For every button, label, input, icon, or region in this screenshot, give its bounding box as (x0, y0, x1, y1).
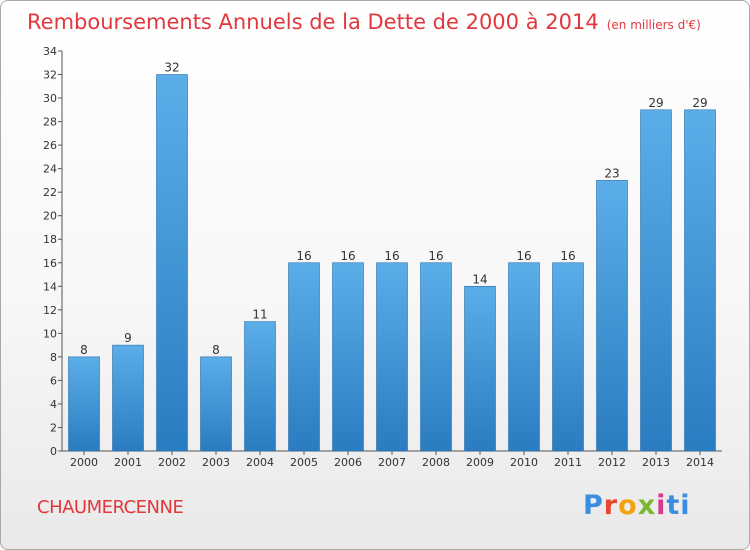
bar (156, 74, 188, 452)
x-tick-label: 2013 (642, 456, 670, 469)
x-tick-label: 2008 (422, 456, 450, 469)
bar (376, 262, 408, 452)
bar-value-label: 8 (80, 343, 88, 357)
bar-value-label: 16 (428, 249, 443, 263)
bar (464, 285, 496, 452)
y-tick-label: 18 (43, 233, 57, 246)
chart-title-unit: (en milliers d'€) (606, 18, 701, 32)
y-tick-label: 12 (43, 304, 57, 317)
bar (200, 356, 232, 452)
x-tick-label: 2006 (334, 456, 362, 469)
bar (596, 180, 628, 452)
bar (684, 109, 716, 452)
bar (552, 262, 584, 452)
bar (640, 109, 672, 452)
y-tick-label: 32 (43, 69, 57, 82)
bar-value-label: 16 (296, 249, 311, 263)
x-tick-label: 2003 (202, 456, 230, 469)
y-tick-label: 26 (43, 139, 57, 152)
bar-value-label: 16 (560, 249, 575, 263)
x-tick-label: 2014 (686, 456, 714, 469)
chart-title-main: Remboursements Annuels de la Dette de 20… (27, 10, 599, 34)
bar-value-label: 9 (124, 331, 132, 345)
bar-value-label: 16 (384, 249, 399, 263)
bar (420, 262, 452, 452)
x-tick-label: 2011 (554, 456, 582, 469)
y-tick-label: 28 (43, 116, 57, 129)
bar-value-label: 8 (212, 343, 220, 357)
y-tick-label: 24 (43, 163, 57, 176)
y-tick-label: 20 (43, 210, 57, 223)
y-tick-label: 22 (43, 186, 57, 199)
y-tick-label: 10 (43, 327, 57, 340)
bar (112, 344, 144, 452)
bar (244, 321, 276, 452)
bar-value-label: 16 (340, 249, 355, 263)
x-tick-label: 2005 (290, 456, 318, 469)
proxiti-logo[interactable]: Proxiti (583, 490, 691, 521)
x-tick-label: 2007 (378, 456, 406, 469)
x-tick-label: 2009 (466, 456, 494, 469)
bar (68, 356, 100, 452)
y-tick-label: 2 (50, 421, 57, 434)
commune-name: CHAUMERCENNE (37, 497, 184, 518)
chart-title: Remboursements Annuels de la Dette de 20… (27, 10, 701, 34)
x-tick-label: 2012 (598, 456, 626, 469)
x-tick-label: 2010 (510, 456, 538, 469)
x-tick-label: 2002 (158, 456, 186, 469)
x-tick-label: 2000 (70, 456, 98, 469)
x-tick-label: 2001 (114, 456, 142, 469)
y-tick-label: 34 (43, 45, 57, 58)
bar-value-label: 14 (472, 272, 487, 286)
bar (332, 262, 364, 452)
x-tick-label: 2004 (246, 456, 274, 469)
bar-value-label: 29 (692, 96, 707, 110)
y-tick-label: 16 (43, 257, 57, 270)
bar (288, 262, 320, 452)
y-tick-label: 4 (50, 398, 57, 411)
y-tick-label: 14 (43, 280, 57, 293)
bar-value-label: 11 (252, 308, 267, 322)
bar-value-label: 32 (164, 61, 179, 75)
y-tick-label: 8 (50, 351, 57, 364)
y-tick-label: 6 (50, 374, 57, 387)
bars: 8 9 32 8 11 16 16 16 16 14 16 16 23 29 29 (68, 61, 716, 452)
bar (508, 262, 540, 452)
y-tick-label: 30 (43, 92, 57, 105)
bar-value-label: 23 (604, 166, 619, 180)
y-tick-label: 0 (50, 445, 57, 458)
bar-value-label: 16 (516, 249, 531, 263)
bar-value-label: 29 (648, 96, 663, 110)
